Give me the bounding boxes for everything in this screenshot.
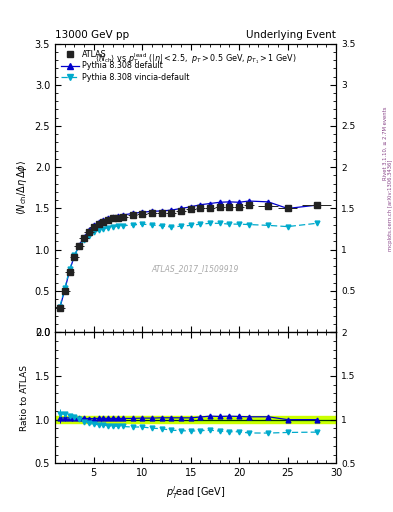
Text: Underlying Event: Underlying Event xyxy=(246,30,336,40)
Text: Rivet 3.1.10, ≥ 2.7M events: Rivet 3.1.10, ≥ 2.7M events xyxy=(383,106,387,180)
X-axis label: $p_T^l\!$ead [GeV]: $p_T^l\!$ead [GeV] xyxy=(166,484,225,501)
Text: mcplots.cern.ch [arXiv:1306.3436]: mcplots.cern.ch [arXiv:1306.3436] xyxy=(388,159,393,250)
Legend: ATLAS, Pythia 8.308 default, Pythia 8.308 vincia-default: ATLAS, Pythia 8.308 default, Pythia 8.30… xyxy=(59,48,192,84)
Y-axis label: Ratio to ATLAS: Ratio to ATLAS xyxy=(20,365,29,431)
Text: 13000 GeV pp: 13000 GeV pp xyxy=(55,30,129,40)
Y-axis label: $\langle N_{\rm ch} / \Delta\eta\,\Delta\phi \rangle$: $\langle N_{\rm ch} / \Delta\eta\,\Delta… xyxy=(15,160,29,216)
Text: ATLAS_2017_I1509919: ATLAS_2017_I1509919 xyxy=(152,264,239,273)
Text: $\langle N_{\rm ch}\rangle$ vs $p_T^{\rm lead}$ ($|\eta|<2.5,\ p_T>0.5$ GeV, $p_: $\langle N_{\rm ch}\rangle$ vs $p_T^{\rm… xyxy=(95,51,296,66)
Bar xyxy=(55,416,336,423)
